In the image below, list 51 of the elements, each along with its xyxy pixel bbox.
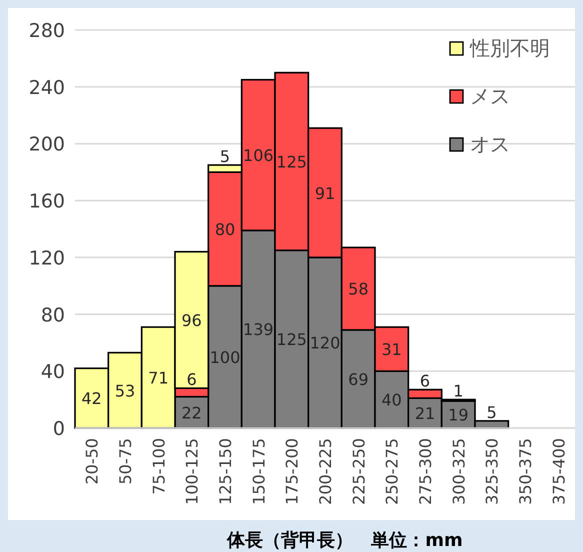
data-label: 58 bbox=[348, 280, 369, 299]
data-label: 5 bbox=[486, 402, 497, 422]
data-label: 53 bbox=[114, 381, 136, 400]
data-label: 6 bbox=[186, 370, 197, 390]
x-tick-label: 125-150 bbox=[216, 438, 235, 505]
data-label: 125 bbox=[276, 330, 307, 350]
x-tick-label: 20-50 bbox=[82, 438, 102, 484]
x-axis-title: 体長（背甲長） 単位：mm bbox=[226, 530, 463, 551]
legend-label: メス bbox=[470, 84, 510, 108]
data-label: 5 bbox=[220, 147, 230, 166]
y-tick-label: 0 bbox=[52, 418, 65, 440]
data-label: 120 bbox=[310, 334, 340, 353]
data-label: 80 bbox=[214, 220, 236, 239]
data-label: 71 bbox=[148, 368, 169, 388]
x-tick-label: 300-325 bbox=[449, 438, 468, 505]
data-label: 125 bbox=[276, 152, 307, 172]
x-tick-label: 275-300 bbox=[416, 438, 435, 505]
data-label: 21 bbox=[414, 404, 436, 424]
data-label: 1 bbox=[453, 382, 464, 401]
data-label: 106 bbox=[243, 146, 274, 166]
y-tick-label: 120 bbox=[28, 247, 65, 270]
legend-label: 性別不明 bbox=[469, 36, 550, 60]
x-tick-label: 325-350 bbox=[482, 438, 502, 505]
x-tick-label: 250-275 bbox=[382, 438, 402, 505]
x-tick-label: 350-375 bbox=[516, 438, 535, 505]
y-tick-label: 240 bbox=[28, 76, 65, 99]
y-tick-label: 200 bbox=[28, 134, 65, 156]
x-tick-label: 75-100 bbox=[149, 438, 168, 495]
data-label: 31 bbox=[381, 340, 402, 360]
data-label: 100 bbox=[210, 348, 240, 367]
x-tick-label: 175-200 bbox=[282, 438, 302, 505]
data-label: 6 bbox=[420, 372, 430, 391]
x-tick-label: 100-125 bbox=[182, 438, 202, 505]
x-tick-label: 375-400 bbox=[549, 438, 568, 505]
x-tick-label: 200-225 bbox=[316, 438, 335, 505]
y-tick-label: 160 bbox=[28, 190, 65, 213]
data-label: 22 bbox=[181, 403, 202, 422]
y-tick-label: 40 bbox=[40, 361, 65, 384]
x-tick-label: 225-250 bbox=[349, 438, 368, 505]
data-label: 139 bbox=[243, 320, 274, 340]
data-label: 42 bbox=[81, 389, 102, 408]
y-tick-label: 280 bbox=[28, 20, 65, 42]
data-label: 40 bbox=[381, 390, 402, 410]
data-label: 91 bbox=[314, 184, 336, 203]
y-tick-label: 80 bbox=[40, 304, 65, 326]
data-label: 69 bbox=[348, 370, 369, 389]
x-tick-label: 50-75 bbox=[116, 438, 135, 484]
data-label: 19 bbox=[448, 405, 469, 424]
data-label: 96 bbox=[181, 310, 202, 330]
legend-label: オス bbox=[470, 132, 510, 156]
x-tick-label: 150-175 bbox=[249, 438, 268, 505]
